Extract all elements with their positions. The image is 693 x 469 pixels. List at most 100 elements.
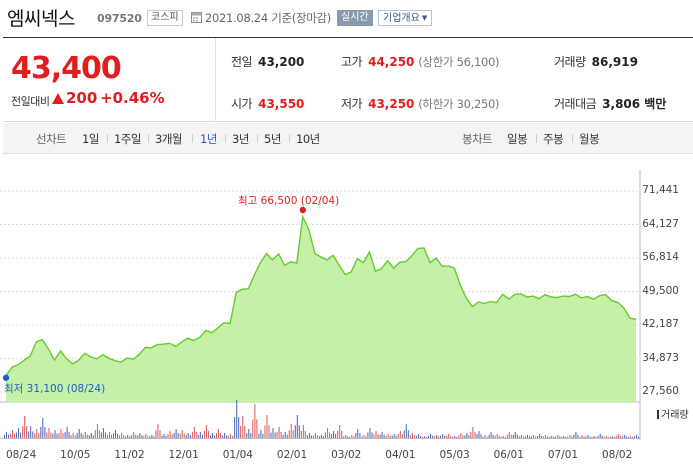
volume-bar [121,433,123,438]
low-value: 43,250 [368,97,415,111]
tab-daily[interactable]: 일봉 [507,132,528,146]
tab-5y[interactable]: 5년 [264,132,281,146]
volume-bar [117,433,119,438]
realtime-button[interactable]: 실시간 [337,10,373,26]
volume-bar [464,435,466,439]
volume-bar [179,433,181,438]
volume-bar [422,436,423,438]
volume-bar [302,425,304,438]
volume-bar [327,428,329,438]
volume-bar [454,436,456,438]
x-tick-label: 10/05 [60,449,91,461]
volume-bar [74,435,76,439]
volume-bar [153,436,155,439]
volume-bar [609,436,611,438]
tab-1d[interactable]: 1일 [82,132,99,146]
volume-bar [52,433,54,438]
volume-bar [424,436,425,438]
tab-3m[interactable]: 3개월 [155,132,182,146]
volume-bar [527,435,528,438]
volume-bar [415,435,417,438]
volume-bar [228,435,230,438]
volume-bar [195,431,197,438]
volume-bar [385,435,387,438]
volume-bar [345,435,347,438]
volume-bar [476,434,478,438]
volume-bar [611,436,613,438]
volume-bar [587,435,589,438]
company-info-dropdown[interactable]: 기업개요 ▼ [378,10,433,26]
volume-bar [434,436,436,439]
volume-bar [308,433,310,438]
volume-bar [331,434,333,438]
volume-label: 거래량 [554,55,586,69]
open-value: 43,550 [258,97,305,111]
volume-bar [339,425,341,438]
volume-bar [56,433,58,438]
volume-bar [46,432,48,438]
volume-bar [589,436,591,439]
upper-limit: (상한가 56,100) [418,55,500,69]
volume-bar [391,435,393,438]
volume-bar [411,433,413,438]
volume-bar [240,425,242,438]
volume-bar [413,435,415,439]
volume-bar [88,435,90,439]
candle-chart-label: 봉차트 [462,132,493,146]
tab-3y[interactable]: 3년 [232,132,249,146]
price-line [5,214,637,377]
volume-bar [104,432,106,438]
volume-bar [86,434,88,438]
volume-bar [375,431,377,438]
current-price: 43,400 [11,51,122,86]
volume-bar [401,434,403,438]
volume-bar [26,425,28,438]
volume-bar [335,434,337,438]
volume-bar [442,434,444,438]
volume-bar [90,433,92,438]
tab-1w[interactable]: 1주일 [114,132,141,146]
volume-bar [222,435,224,439]
volume-bar [274,432,276,438]
volume-bar [314,433,316,438]
volume-bar [171,434,173,438]
volume-bar [383,434,385,438]
volume-bar [426,436,427,438]
volume-bar [367,432,369,438]
volume-bar [312,435,314,439]
volume-bar [448,434,450,438]
volume-bar [543,436,545,439]
volume-bar [403,430,405,438]
volume-bar [478,431,480,438]
volume-bar [417,434,419,438]
y-tick-label: 71,441 [642,184,679,196]
volume-bar [395,435,397,438]
volume-bar [409,435,411,439]
volume-bar [151,435,153,438]
volume-bar [341,430,343,439]
volume-bar [549,436,551,438]
tab-weekly[interactable]: 주봉 [543,132,564,146]
volume-bar [496,434,498,438]
volume-bar [484,435,486,438]
price-chart[interactable]: 71,441 64,127 56,814 49,500 42,187 34,873 27,5… [0,170,693,469]
tab-10y[interactable]: 10년 [296,132,320,146]
volume-bar [111,434,112,438]
y-tick-label: 34,873 [642,351,679,364]
open-label: 시가 [231,97,253,111]
volume-bar [284,432,286,438]
volume-bar [260,430,262,438]
volume-bar [6,432,7,438]
volume-bar [109,432,110,438]
volume-bar [486,436,488,439]
volume-bar [329,432,331,438]
tab-1y[interactable]: 1년 [200,132,217,146]
lower-limit: (하한가 30,250) [418,97,500,111]
volume-bar [321,435,322,438]
volume-bar [113,433,114,438]
volume-bar [246,433,248,439]
volume-bar [389,435,391,438]
volume-bar [145,434,147,438]
volume-bar [167,434,169,438]
tab-monthly[interactable]: 월봉 [579,132,600,146]
